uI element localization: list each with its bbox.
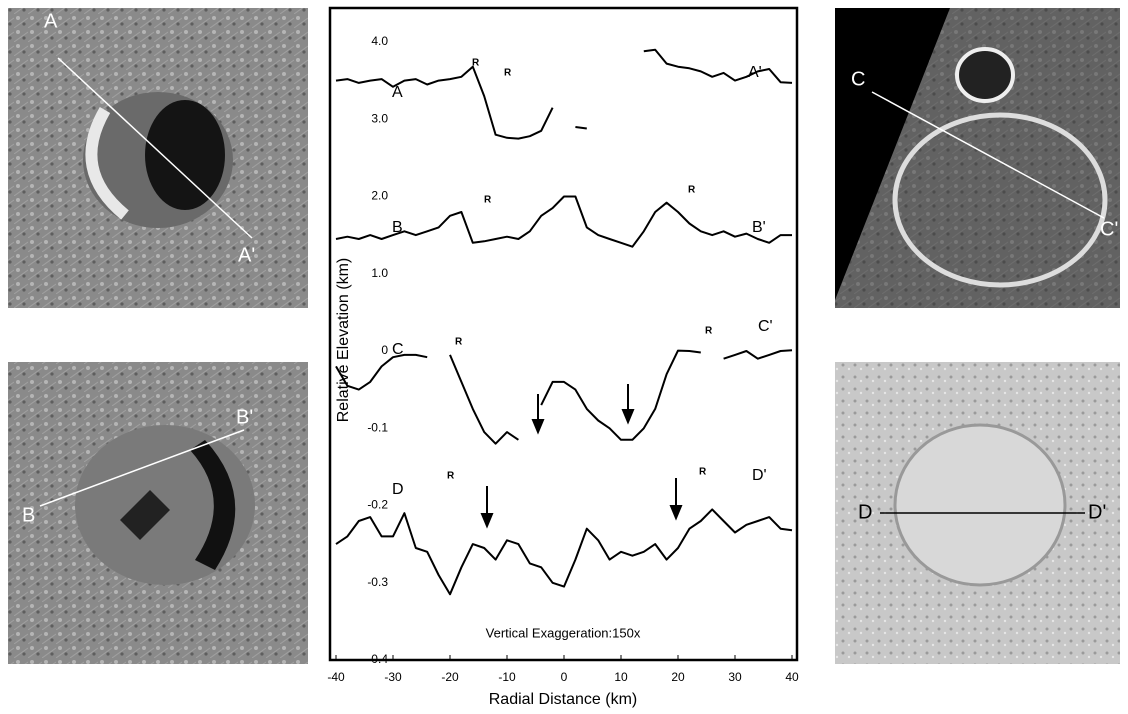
x-tick-label: -10 bbox=[498, 670, 516, 684]
y-tick-label: -0.1 bbox=[367, 420, 388, 434]
profile-line bbox=[335, 349, 793, 445]
annotation: R bbox=[455, 337, 463, 348]
profile-label: A bbox=[44, 10, 58, 32]
plot-frame bbox=[328, 6, 799, 662]
y-tick-label: -0.4 bbox=[367, 652, 388, 666]
x-tick-label: 0 bbox=[561, 670, 568, 684]
x-tick-label: 10 bbox=[614, 670, 628, 684]
annotation: A bbox=[392, 84, 403, 101]
annotation: D' bbox=[752, 467, 767, 484]
x-tick-label: -30 bbox=[384, 670, 402, 684]
y-tick-label: -0.2 bbox=[367, 498, 388, 512]
annotation: B' bbox=[752, 219, 766, 236]
annotation: R bbox=[705, 326, 713, 337]
y-tick-label: 3.0 bbox=[371, 111, 388, 125]
profile-label: C' bbox=[1100, 218, 1118, 240]
profile-label: D' bbox=[1088, 501, 1106, 523]
x-axis-label: Radial Distance (km) bbox=[489, 691, 637, 708]
chart: Relative Elevation (km) Radial Distance … bbox=[327, 6, 799, 708]
y-tick-label: 0 bbox=[381, 343, 388, 357]
x-tick-label: -40 bbox=[327, 670, 345, 684]
y-tick-label: -0.3 bbox=[367, 575, 388, 589]
annotation: B bbox=[392, 219, 403, 236]
annotation: C bbox=[392, 341, 404, 358]
x-tick-label: -20 bbox=[441, 670, 459, 684]
profile-label: B' bbox=[236, 406, 253, 428]
annotation: C' bbox=[758, 318, 773, 335]
annotation: R bbox=[688, 185, 696, 196]
annotation: R bbox=[484, 195, 492, 206]
annotation: R bbox=[472, 58, 480, 69]
y-tick-label: 1.0 bbox=[371, 266, 388, 280]
y-tick-label: 2.0 bbox=[371, 189, 388, 203]
y-axis-label: Relative Elevation (km) bbox=[335, 258, 352, 423]
annotation: R bbox=[504, 68, 512, 79]
x-tick-label: 40 bbox=[785, 670, 799, 684]
profile-line bbox=[335, 48, 793, 140]
profile-line bbox=[335, 195, 792, 248]
x-tick-label: 20 bbox=[671, 670, 685, 684]
image-panel-c: C C' bbox=[835, 8, 1120, 308]
x-tick-label: 30 bbox=[728, 670, 742, 684]
profile-label: A' bbox=[238, 244, 255, 266]
profile-line bbox=[335, 508, 793, 596]
y-tick-label: 4.0 bbox=[371, 34, 388, 48]
image-panel-d: D D' bbox=[835, 362, 1120, 664]
annotation: R bbox=[699, 467, 707, 478]
annotation: D bbox=[392, 481, 404, 498]
annotation: R bbox=[447, 471, 455, 482]
image-panel-b: B' B bbox=[8, 362, 308, 664]
arrows bbox=[480, 384, 683, 529]
profile-label: B bbox=[22, 504, 35, 526]
profile-label: D bbox=[858, 501, 872, 523]
annotation: Vertical Exaggeration:150x bbox=[486, 625, 641, 640]
profile-label: C bbox=[851, 68, 865, 90]
image-panel-a: A A' bbox=[8, 8, 308, 308]
